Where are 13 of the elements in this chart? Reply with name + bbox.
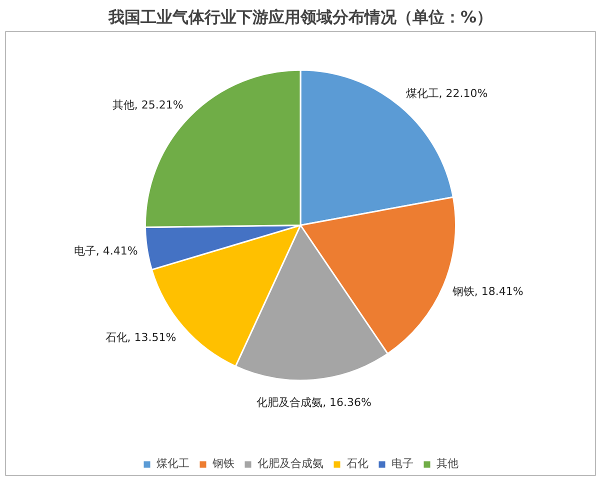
legend-label: 煤化工 [156, 456, 190, 471]
data-label: 化肥及合成氨, 16.36% [256, 396, 372, 409]
legend-label: 石化 [346, 456, 368, 471]
legend-label: 电子 [392, 456, 414, 471]
chart-title: 我国工业气体行业下游应用领域分布情况（单位：%） [107, 8, 493, 26]
legend-label: 其他 [436, 456, 458, 471]
data-label: 电子, 4.41% [74, 244, 138, 258]
legend-label: 化肥及合成氨 [258, 456, 324, 471]
data-label: 其他, 25.21% [112, 98, 184, 112]
data-label: 石化, 13.51% [105, 330, 176, 344]
data-label: 钢铁, 18.41% [451, 284, 524, 298]
data-label: 煤化工, 22.10% [406, 87, 488, 100]
legend-label: 钢铁 [212, 456, 234, 471]
